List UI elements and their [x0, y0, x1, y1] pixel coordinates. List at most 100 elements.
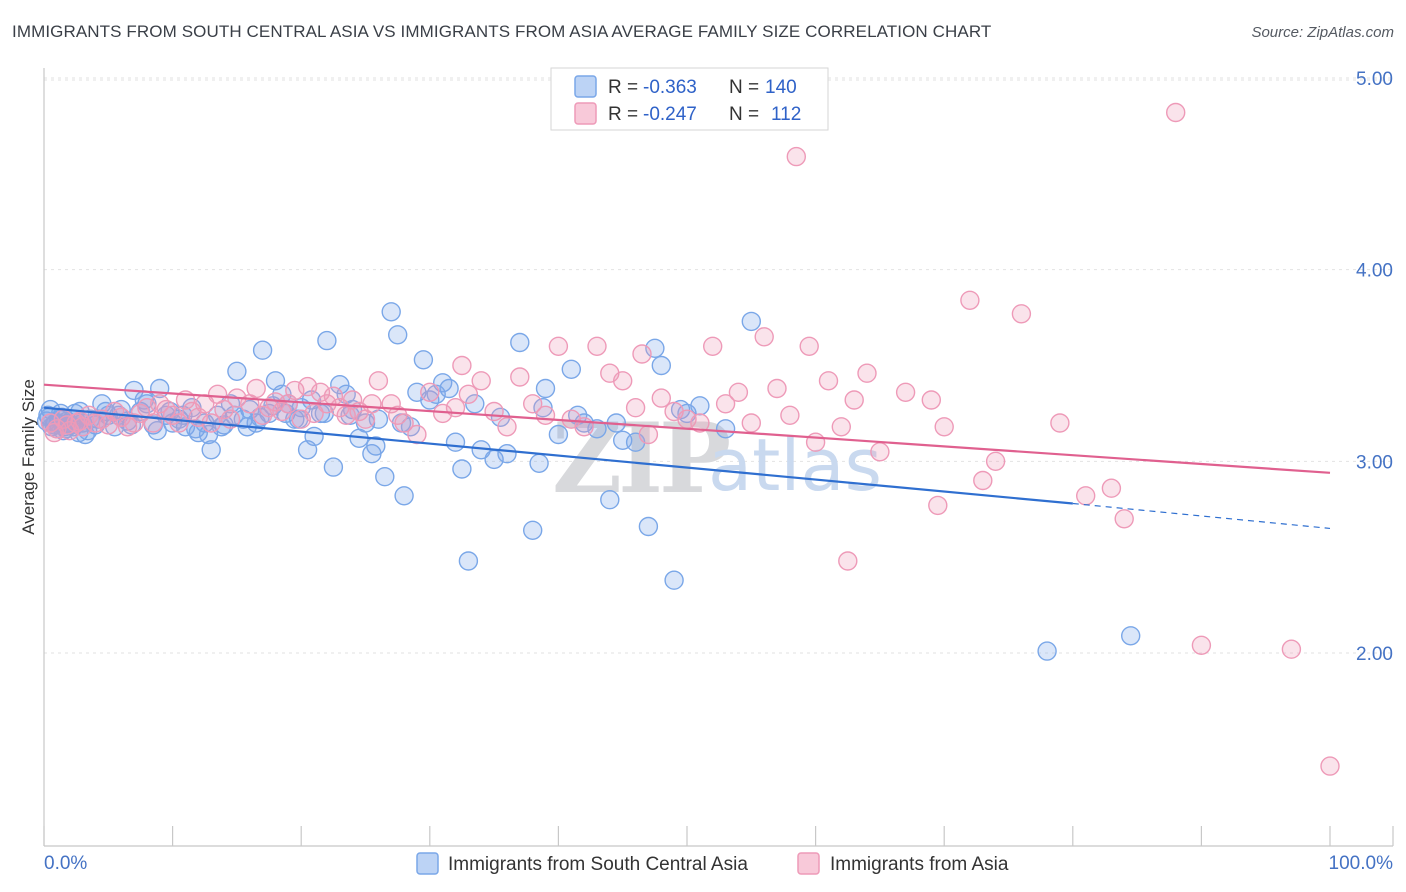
point-s0-90 — [638, 516, 659, 537]
point-s1-31 — [246, 378, 266, 399]
y-tick-label-1: 3.00 — [1356, 452, 1393, 473]
point-s1-86 — [786, 146, 806, 167]
point-s1-63 — [510, 367, 530, 387]
point-s1-65 — [535, 405, 556, 425]
point-s1-50 — [368, 371, 389, 391]
point-s0-63 — [375, 467, 395, 487]
point-s1-109 — [838, 551, 858, 571]
point-s1-35 — [272, 401, 292, 422]
legend-r-value-1: -0.363 — [643, 77, 697, 98]
point-s0-74 — [458, 551, 479, 571]
x-tick-label-min: 0.0% — [44, 853, 87, 874]
point-s0-52 — [304, 426, 324, 447]
point-s1-66 — [548, 336, 569, 356]
point-s1-69 — [587, 336, 607, 356]
bottom-legend-swatch-south-central-asia — [416, 852, 439, 875]
point-s1-84 — [767, 378, 787, 399]
x-tick-label-max: 100.0% — [1329, 853, 1394, 874]
point-s0-54 — [317, 330, 337, 351]
point-s0-55 — [323, 457, 344, 477]
point-s0-129 — [439, 378, 459, 399]
point-s1-97 — [960, 290, 980, 310]
point-s1-85 — [780, 405, 800, 425]
point-s1-92 — [857, 363, 877, 383]
point-s1-98 — [973, 470, 993, 491]
legend-n-value-2: 112 — [771, 104, 801, 125]
point-s0-66 — [394, 486, 414, 506]
point-s1-105 — [1165, 102, 1186, 123]
point-s0-77 — [497, 444, 517, 464]
point-s1-62 — [497, 417, 517, 437]
point-s0-81 — [535, 378, 556, 399]
point-s1-89 — [818, 371, 839, 391]
point-s1-60 — [471, 371, 491, 391]
point-s0-98 — [741, 311, 761, 332]
point-s1-49 — [362, 394, 382, 414]
point-s1-82 — [741, 413, 761, 433]
point-s1-106 — [1191, 635, 1212, 655]
y-tick-label-2: 4.00 — [1356, 261, 1393, 282]
point-s1-90 — [831, 417, 851, 437]
y-tick-label-0: 2.00 — [1356, 644, 1393, 665]
legend-n-value-1: 140 — [765, 77, 797, 98]
point-s0-135 — [1120, 626, 1141, 646]
point-s1-73 — [632, 344, 652, 364]
legend-swatch-south-central-asia — [574, 75, 597, 98]
point-s0-80 — [529, 453, 549, 473]
legend-n-label-1: N = — [729, 77, 759, 98]
bottom-legend: Immigrants from South Central Asia Immig… — [416, 852, 1009, 875]
point-s0-78 — [510, 332, 530, 353]
grid-lines — [44, 77, 1393, 654]
point-s1-78 — [690, 413, 710, 433]
point-s0-36 — [201, 440, 221, 460]
axes — [43, 68, 1394, 847]
point-s1-32 — [252, 405, 273, 425]
point-s1-102 — [1075, 486, 1096, 506]
point-s1-52 — [388, 405, 408, 425]
point-s1-95 — [921, 390, 941, 410]
trend-line-s1 — [43, 383, 1331, 474]
point-s0-134 — [1037, 641, 1057, 661]
point-s0-132 — [533, 398, 553, 418]
point-s1-81 — [728, 382, 749, 402]
chart-title: IMMIGRANTS FROM SOUTH CENTRAL ASIA VS IM… — [12, 22, 992, 41]
point-s0-40 — [227, 361, 247, 381]
trend-line-s0 — [43, 406, 1073, 505]
point-s1-108 — [1320, 756, 1340, 776]
point-s1-96 — [934, 417, 954, 437]
point-s1-75 — [651, 388, 671, 408]
point-s1-110 — [928, 495, 948, 516]
point-s1-53 — [394, 413, 414, 433]
bottom-legend-label-south-central-asia: Immigrants from South Central Asia — [448, 854, 748, 875]
point-s0-79 — [523, 520, 543, 540]
legend-box: R = -0.363 N = 140 R = -0.247 N = 112 — [550, 67, 829, 131]
point-s1-100 — [1011, 304, 1032, 324]
point-s0-72 — [445, 432, 466, 452]
y-axis-title: Average Family Size — [19, 379, 38, 535]
point-s0-73 — [452, 459, 472, 479]
trend-lines — [43, 383, 1331, 530]
point-s1-93 — [870, 442, 890, 462]
point-s1-104 — [1114, 509, 1134, 529]
legend-frame — [550, 67, 829, 131]
point-s1-58 — [452, 355, 472, 376]
point-s1-55 — [420, 382, 440, 402]
bottom-legend-swatch-asia — [797, 852, 820, 875]
legend-r-label-2: R = — [608, 104, 638, 125]
point-s1-113 — [70, 411, 90, 431]
point-s0-69 — [413, 350, 434, 370]
legend-swatch-asia — [574, 102, 597, 125]
point-s1-103 — [1101, 478, 1122, 498]
point-s0-97 — [715, 419, 736, 439]
point-s1-13 — [124, 413, 144, 433]
point-s0-82 — [548, 424, 569, 445]
y-tick-labels: 2.00 3.00 4.00 5.00 — [1356, 69, 1393, 665]
point-s1-72 — [625, 398, 646, 418]
point-s1-79 — [703, 336, 723, 356]
point-s0-126 — [366, 436, 386, 456]
point-s1-59 — [458, 384, 479, 404]
legend-r-value-2: -0.247 — [643, 104, 697, 125]
point-s1-99 — [985, 451, 1006, 471]
point-s0-130 — [465, 394, 485, 414]
